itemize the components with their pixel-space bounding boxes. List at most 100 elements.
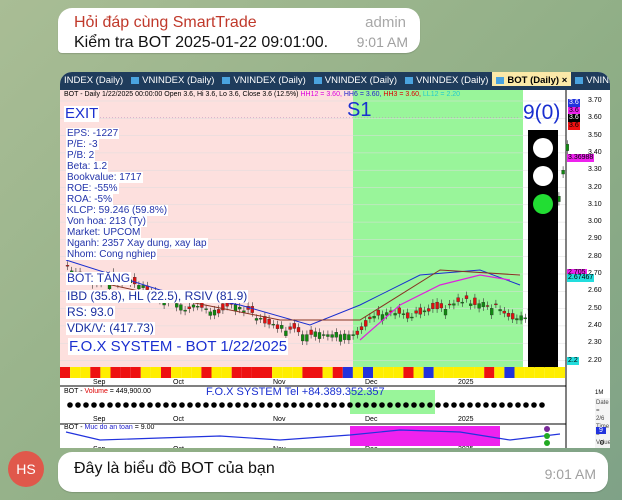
volume-dot bbox=[275, 402, 281, 408]
tab-6[interactable]: VNINDEX (Daily) bbox=[571, 72, 610, 86]
candle bbox=[238, 306, 242, 310]
signal-band bbox=[373, 367, 384, 378]
tab-0[interactable]: INDEX (Daily) bbox=[64, 75, 124, 86]
volume-dot bbox=[251, 402, 257, 408]
signal-band bbox=[393, 367, 404, 378]
month-label: Dec bbox=[365, 446, 377, 448]
tab-4[interactable]: VNINDEX (Daily) bbox=[401, 72, 492, 86]
volume-dot bbox=[267, 402, 273, 408]
signal-band bbox=[140, 367, 151, 378]
price-tick: 2.30 bbox=[588, 339, 602, 347]
volume-dot bbox=[347, 402, 353, 408]
safety-dot bbox=[544, 440, 550, 446]
candle bbox=[422, 310, 427, 313]
candle bbox=[133, 277, 137, 285]
month-label: Sep bbox=[93, 379, 106, 386]
candle bbox=[443, 309, 448, 316]
price-tick: 2.60 bbox=[588, 287, 602, 295]
price-tag: 2.2 bbox=[567, 356, 579, 365]
fundamental-item: Von hoa: 213 (Ty) bbox=[66, 216, 147, 227]
volume-dot bbox=[227, 402, 233, 408]
chart-icon bbox=[313, 77, 322, 84]
candle bbox=[208, 311, 212, 316]
admin-badge: admin bbox=[365, 14, 406, 31]
s1-label: S1 bbox=[347, 99, 372, 121]
candle bbox=[179, 304, 183, 311]
candle bbox=[187, 306, 191, 310]
price-tick: 3.60 bbox=[588, 114, 602, 122]
chart-image[interactable]: INDEX (Daily) VNINDEX (Daily) VNINDEX (Dai… bbox=[60, 72, 610, 448]
signal-band bbox=[494, 367, 505, 378]
signal-band bbox=[453, 367, 464, 378]
candle bbox=[473, 297, 477, 305]
candle bbox=[343, 333, 347, 340]
volume-dot bbox=[67, 402, 73, 408]
volume-dot bbox=[187, 402, 193, 408]
volume-dot bbox=[179, 402, 185, 408]
volume-label: BOT - Volume = 449,900.00 bbox=[64, 388, 151, 395]
candle bbox=[338, 334, 343, 342]
trend-label: BOT: TĂNG bbox=[66, 271, 132, 285]
price-tick: 3.30 bbox=[588, 166, 602, 174]
tab-2[interactable]: VNINDEX (Daily) bbox=[218, 72, 309, 86]
volume-dot bbox=[507, 402, 513, 408]
message-text: Kiểm tra BOT 2025-01-22 09:01:00. bbox=[74, 34, 329, 51]
sender-name[interactable]: Hỏi đáp cùng SmartTrade bbox=[74, 14, 257, 31]
month-label: 2025 bbox=[458, 379, 474, 386]
candle bbox=[351, 334, 355, 336]
signal-band bbox=[100, 367, 111, 378]
signal-band bbox=[504, 367, 515, 378]
candle bbox=[313, 331, 317, 337]
signal-band bbox=[241, 367, 252, 378]
volume-dot bbox=[131, 402, 137, 408]
candle bbox=[317, 332, 322, 339]
candle bbox=[511, 313, 515, 320]
price-tag: 2.67467 bbox=[567, 274, 595, 283]
month-label: Oct bbox=[173, 379, 184, 386]
signal-band bbox=[312, 367, 323, 378]
chart-icon bbox=[405, 77, 414, 84]
candle bbox=[359, 326, 364, 331]
volume-dot bbox=[475, 402, 481, 408]
price-tick: 3.10 bbox=[588, 200, 602, 208]
fundamental-item: Nhom: Cong nghiep bbox=[66, 249, 157, 260]
tab-1[interactable]: VNINDEX (Daily) bbox=[127, 72, 218, 86]
avatar[interactable]: HS bbox=[8, 451, 44, 487]
fundamental-item: Market: UPCOM bbox=[66, 227, 142, 238]
volume-dot bbox=[523, 402, 529, 408]
candle bbox=[418, 307, 422, 315]
volume-dot bbox=[483, 402, 489, 408]
signal-band bbox=[524, 367, 535, 378]
volume-dot bbox=[307, 402, 313, 408]
candle bbox=[330, 334, 334, 338]
candle bbox=[376, 309, 380, 316]
volume-dot bbox=[371, 402, 377, 408]
candle bbox=[364, 320, 368, 327]
candle bbox=[406, 312, 410, 319]
candle bbox=[469, 303, 473, 306]
candle bbox=[275, 324, 280, 329]
tab-3[interactable]: VNINDEX (Daily) bbox=[310, 72, 401, 86]
volume-dot bbox=[323, 402, 329, 408]
price-tag: 3.6 bbox=[568, 98, 580, 107]
month-label: Nov bbox=[273, 379, 286, 386]
volume-dot bbox=[243, 402, 249, 408]
candle bbox=[427, 308, 431, 312]
volume-dot bbox=[443, 402, 449, 408]
candle bbox=[498, 309, 502, 312]
price-tick: 3.70 bbox=[588, 97, 602, 104]
signal-band bbox=[544, 367, 555, 378]
price-tick: 2.20 bbox=[588, 356, 602, 364]
safety-zone bbox=[350, 426, 500, 446]
tab-5[interactable]: BOT (Daily) × bbox=[492, 72, 572, 86]
volume-dot bbox=[203, 402, 209, 408]
traffic-light-lamp bbox=[533, 166, 553, 186]
safety-line bbox=[65, 429, 561, 441]
safety-axis: 0 bbox=[600, 440, 604, 447]
signal-band bbox=[292, 367, 303, 378]
volume-axis: 1M bbox=[595, 390, 604, 396]
candle bbox=[137, 285, 141, 290]
candle bbox=[565, 144, 569, 151]
chart-icon bbox=[222, 77, 231, 84]
volume-dot bbox=[91, 402, 97, 408]
